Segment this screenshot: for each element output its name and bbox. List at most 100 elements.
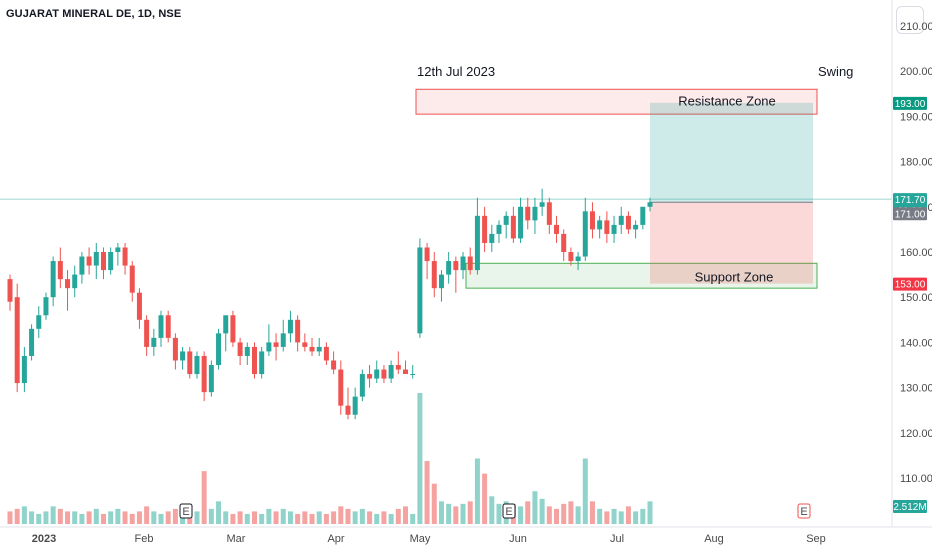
volume-bar bbox=[582, 458, 588, 524]
candle-body bbox=[180, 351, 186, 361]
volume-bar bbox=[460, 503, 466, 524]
volume-bar bbox=[100, 513, 106, 524]
volume-bar bbox=[539, 498, 545, 524]
volume-bar bbox=[388, 513, 394, 524]
volume-bar bbox=[403, 506, 409, 524]
candle-body bbox=[273, 342, 279, 347]
volume-bar bbox=[144, 506, 150, 524]
target-price-tag-text: 193.00 bbox=[895, 99, 926, 110]
upcoming-earnings-marker-label: E bbox=[800, 506, 807, 518]
y-tick-label: 180.00 bbox=[900, 157, 932, 169]
candle-body bbox=[345, 405, 351, 415]
volume-bar bbox=[597, 508, 603, 524]
x-tick-label: Feb bbox=[135, 533, 154, 545]
candle-body bbox=[251, 346, 257, 375]
candle-body bbox=[21, 355, 27, 384]
volume-bar bbox=[618, 511, 624, 524]
stop-price-tag bbox=[893, 277, 927, 291]
volume-bar bbox=[410, 513, 416, 524]
volume-bar bbox=[180, 513, 186, 524]
x-tick-label: Apr bbox=[327, 533, 344, 545]
candle-body bbox=[467, 256, 473, 271]
volume-bar bbox=[589, 501, 595, 524]
candle-body bbox=[625, 215, 631, 230]
candle-body bbox=[86, 256, 92, 266]
candle-body bbox=[287, 319, 293, 334]
candle-body bbox=[237, 342, 243, 356]
earnings-marker-label: E bbox=[182, 506, 189, 518]
candle-body bbox=[482, 215, 488, 243]
volume-bar bbox=[323, 513, 329, 524]
volume-bar bbox=[216, 501, 222, 524]
candle-body bbox=[79, 256, 85, 275]
volume-bar bbox=[29, 511, 35, 524]
candle-body bbox=[136, 292, 142, 320]
support-zone-label: Support Zone bbox=[695, 269, 774, 284]
x-tick-label: Jul bbox=[610, 533, 624, 545]
volume-bar bbox=[417, 393, 423, 524]
earnings-marker-label: E bbox=[505, 506, 512, 518]
position-loss-area bbox=[650, 202, 813, 284]
volume-bar bbox=[244, 513, 250, 524]
volume-tag bbox=[893, 500, 927, 513]
chart-settings-button[interactable] bbox=[896, 6, 924, 34]
candle-body bbox=[496, 224, 502, 234]
candle-body bbox=[338, 369, 344, 406]
candle-body bbox=[295, 319, 301, 343]
volume-bar bbox=[446, 503, 452, 524]
volume-bar bbox=[223, 511, 229, 524]
volume-bar bbox=[352, 511, 358, 524]
candle-body bbox=[489, 233, 495, 243]
candle-body bbox=[388, 365, 394, 379]
candle-body bbox=[446, 261, 452, 275]
candle-body bbox=[554, 224, 560, 234]
candle-body bbox=[259, 351, 265, 375]
volume-bar bbox=[259, 513, 265, 524]
volume-bar bbox=[561, 503, 567, 524]
candle-body bbox=[640, 206, 646, 225]
volume-bar bbox=[453, 506, 459, 524]
volume-bar bbox=[438, 501, 444, 524]
y-tick-label: 110.00 bbox=[900, 473, 932, 485]
candle-body bbox=[438, 274, 444, 289]
candle-body bbox=[266, 342, 272, 352]
entry-price-tag bbox=[893, 207, 927, 221]
candle-body bbox=[575, 256, 581, 262]
volume-bar bbox=[79, 513, 85, 524]
y-tick-label: 150.00 bbox=[900, 292, 932, 304]
volume-bar bbox=[604, 511, 610, 524]
volume-bar bbox=[86, 511, 92, 524]
volume-bar bbox=[640, 508, 646, 524]
volume-bar bbox=[647, 501, 653, 524]
volume-bar bbox=[208, 508, 214, 524]
volume-bar bbox=[338, 506, 344, 524]
candle-body bbox=[395, 365, 401, 370]
candle-body bbox=[100, 252, 106, 271]
volume-bar bbox=[266, 508, 272, 524]
y-tick-label: 120.00 bbox=[900, 428, 932, 440]
candle-body bbox=[172, 337, 178, 361]
candle-body bbox=[510, 215, 516, 239]
candle-body bbox=[647, 202, 653, 207]
volume-bar bbox=[316, 511, 322, 524]
candle-body bbox=[208, 365, 214, 393]
zone-layer bbox=[415, 88, 818, 289]
candle-body bbox=[216, 333, 222, 365]
candle-body bbox=[115, 247, 121, 252]
candle-body bbox=[323, 346, 329, 361]
chart-symbol-title: GUJARAT MINERAL DE, 1D, NSE bbox=[6, 8, 182, 20]
volume-bar bbox=[302, 511, 308, 524]
volume-bar bbox=[518, 506, 524, 524]
earnings-marker bbox=[179, 503, 193, 519]
style-annotation: Swing bbox=[818, 64, 853, 79]
candle-body bbox=[431, 261, 437, 289]
volume-bar bbox=[489, 496, 495, 524]
candle-body bbox=[50, 261, 56, 298]
volume-bar bbox=[568, 501, 574, 524]
x-tick-label: Mar bbox=[227, 533, 246, 545]
candle-body bbox=[403, 369, 409, 375]
candle-body bbox=[381, 369, 387, 379]
volume-bar bbox=[36, 513, 42, 524]
volume-bar bbox=[57, 508, 63, 524]
